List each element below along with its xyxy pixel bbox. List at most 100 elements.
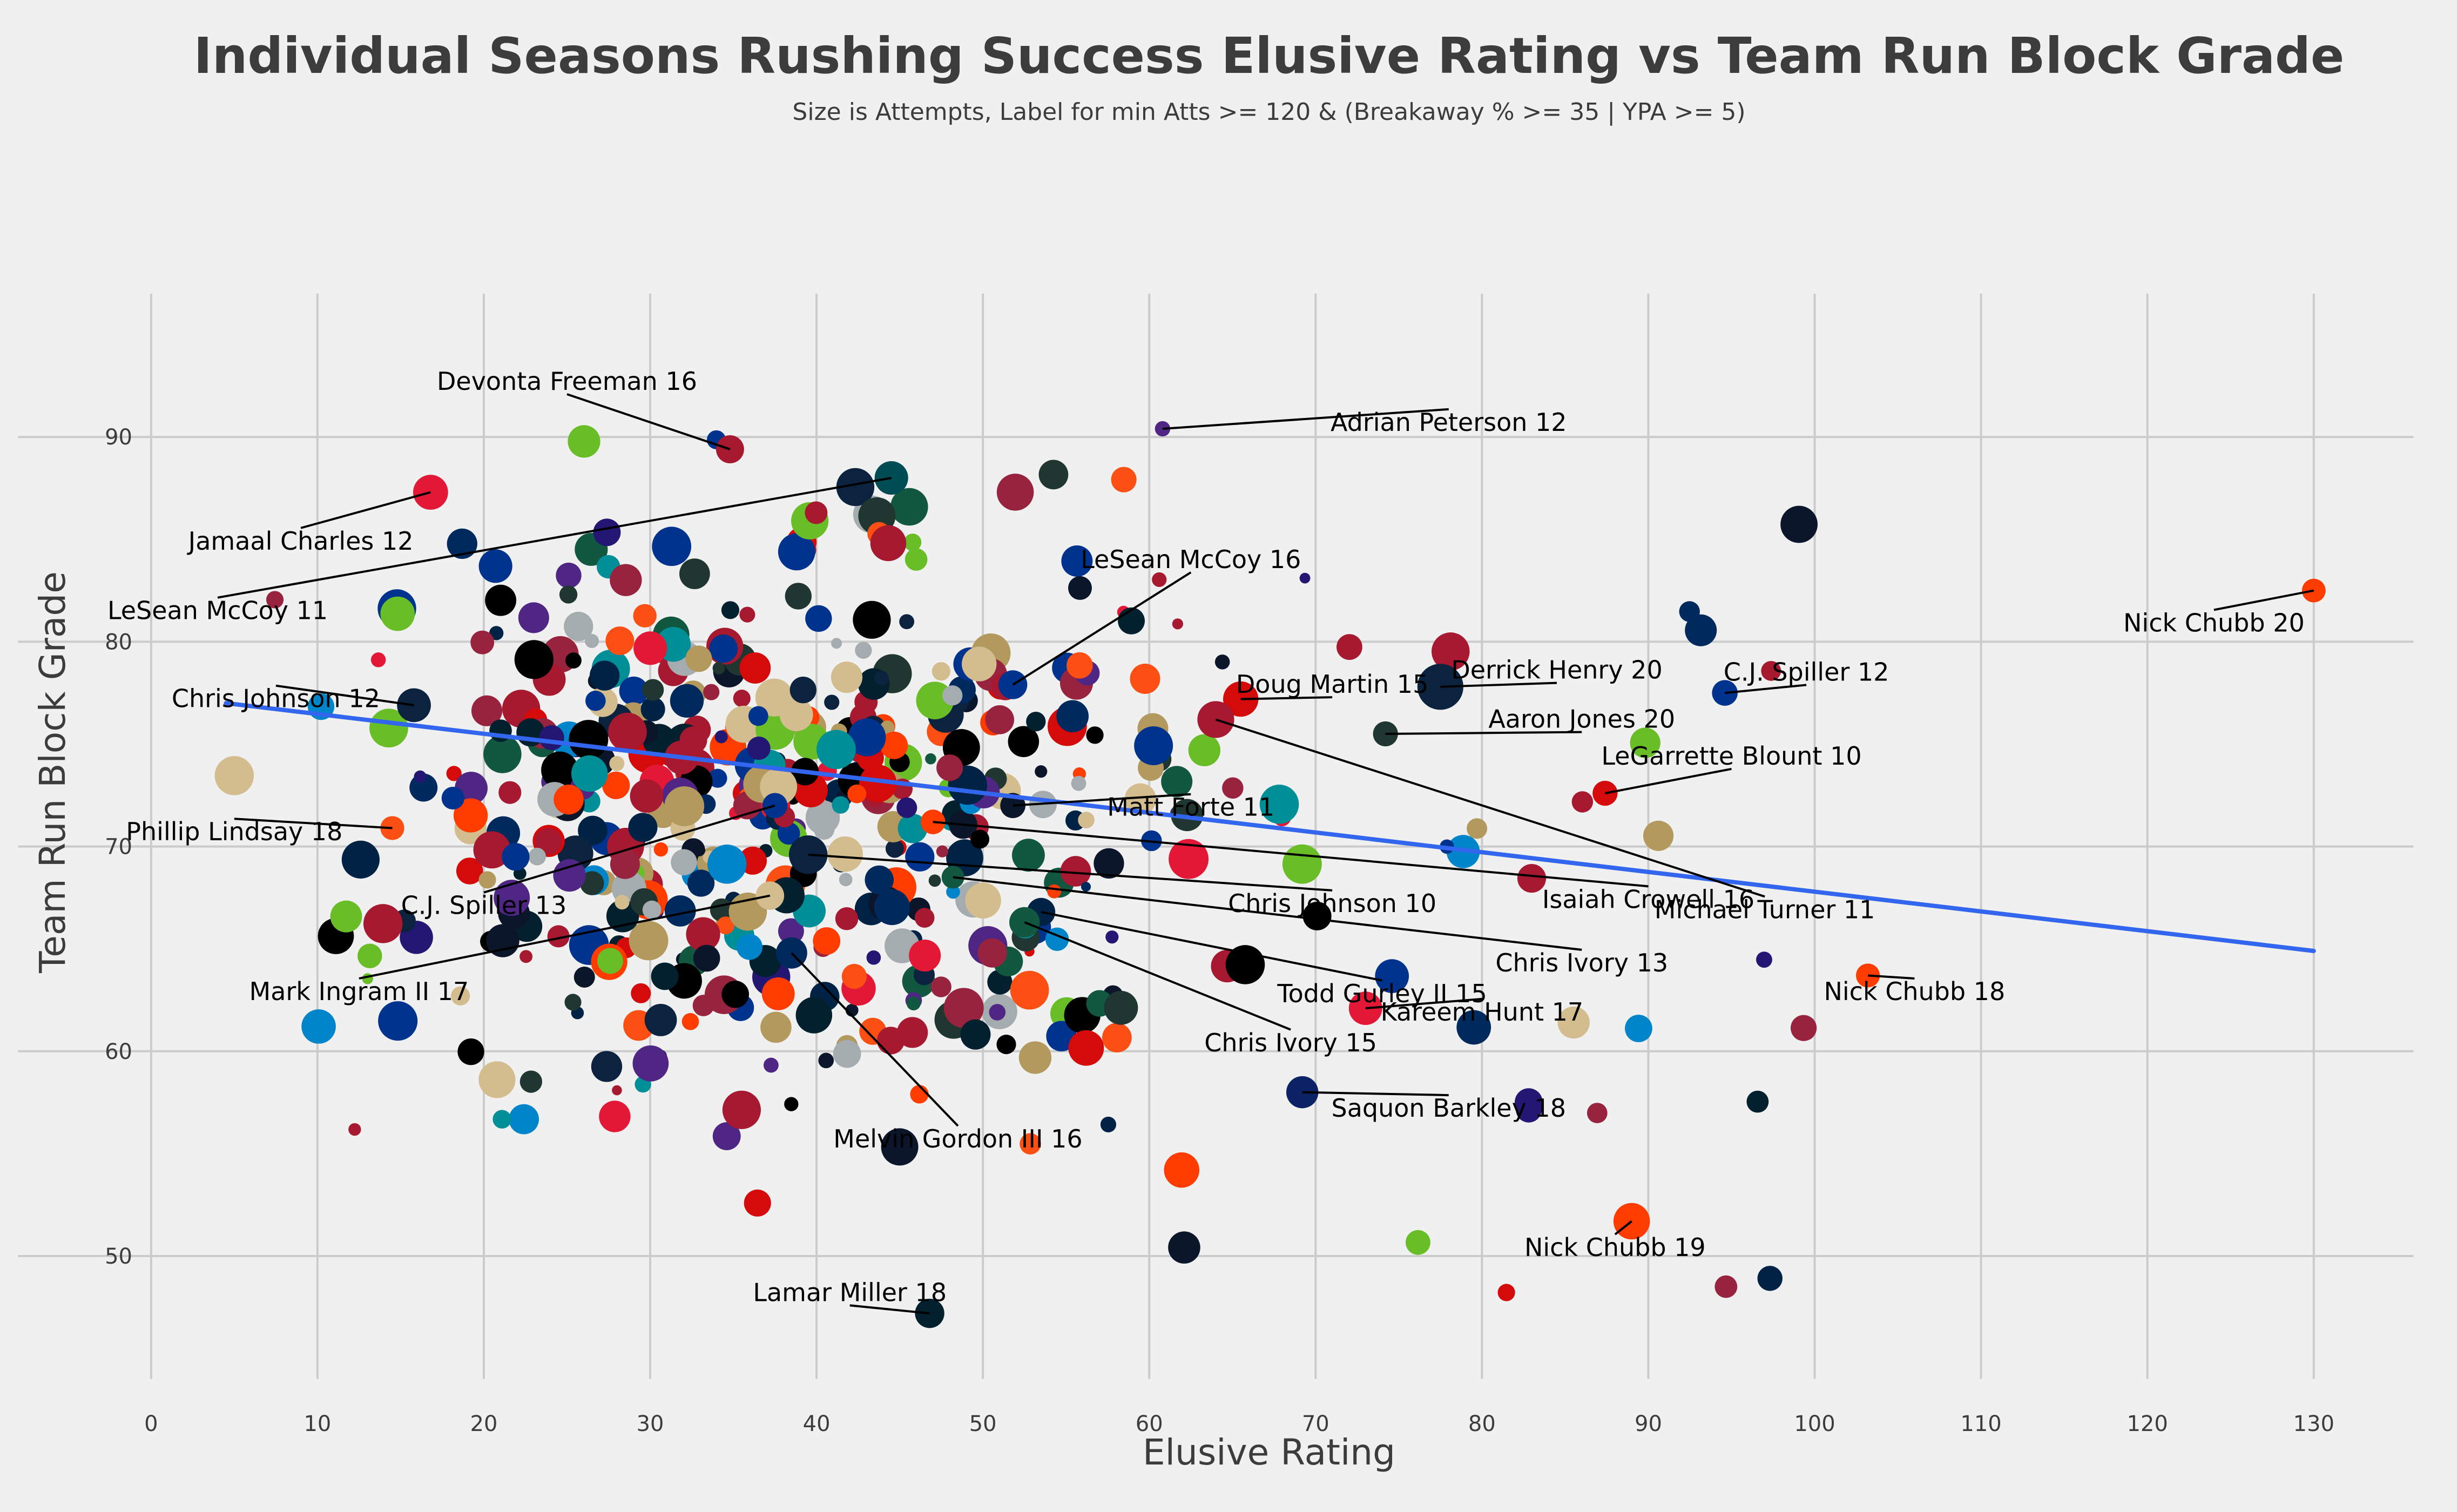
- scatter-point: [554, 784, 584, 815]
- scatter-point: [1497, 1284, 1515, 1301]
- x-tick-label: 20: [470, 1412, 498, 1436]
- scatter-point: [703, 684, 720, 700]
- scatter-point: [585, 634, 599, 649]
- scatter-point: [1282, 844, 1322, 884]
- scatter-point: [502, 843, 530, 871]
- scatter-point: [874, 889, 910, 926]
- point-annotation-label: Michael Turner 11: [1655, 895, 1875, 924]
- scatter-point: [712, 662, 725, 674]
- annotation-leader-line: [1012, 571, 1192, 686]
- scatter-point: [456, 858, 483, 885]
- scatter-point: [1010, 970, 1049, 1010]
- point-annotation-label: LeGarrette Blount 10: [1601, 741, 1861, 771]
- scatter-point: [685, 645, 712, 672]
- scatter-point: [996, 1034, 1016, 1055]
- annotation-leader-line: [1013, 793, 1191, 807]
- point-annotation-label: Nick Chubb 20: [2123, 608, 2305, 637]
- annotation-leader-line: [1041, 910, 1382, 982]
- scatter-point: [564, 994, 582, 1011]
- point-annotation-label: Melvin Gordon III 16: [833, 1124, 1082, 1153]
- scatter-point: [610, 849, 640, 879]
- point-annotation-label: Nick Chubb 19: [1524, 1233, 1706, 1262]
- scatter-point: [686, 917, 720, 951]
- x-tick-label: 100: [1794, 1412, 1835, 1436]
- scatter-point: [589, 660, 620, 691]
- scatter-point: [519, 950, 533, 963]
- annotation-leader-line: [300, 491, 431, 529]
- scatter-point: [1467, 818, 1488, 839]
- scatter-point: [679, 558, 710, 589]
- y-tick-label: 90: [105, 425, 132, 450]
- annotation-leader-line: [953, 876, 1582, 951]
- scatter-point: [1164, 1152, 1199, 1188]
- scatter-point: [905, 842, 935, 872]
- scatter-point: [470, 630, 495, 654]
- scatter-point: [1456, 1010, 1491, 1045]
- scatter-point: [679, 726, 707, 754]
- scatter-point: [744, 1189, 771, 1217]
- annotation-leader-line: [1215, 718, 1765, 898]
- point-annotation-label: Adrian Peterson 12: [1331, 408, 1567, 437]
- scatter-point: [357, 943, 382, 968]
- scatter-point: [597, 948, 623, 974]
- point-annotation-label: LeSean McCoy 16: [1081, 545, 1301, 574]
- scatter-point: [1643, 820, 1674, 851]
- scatter-point: [564, 611, 593, 642]
- scatter-point: [709, 634, 738, 663]
- annotation-leader-line: [483, 804, 775, 894]
- point-annotation-label: Lamar Miller 18: [753, 1278, 947, 1307]
- scatter-point: [789, 676, 816, 704]
- annotation-leader-lines: [217, 393, 2314, 1315]
- scatter-point: [1406, 1230, 1430, 1255]
- scatter-point: [721, 981, 750, 1008]
- scatter-point: [642, 679, 664, 701]
- scatter-point: [1756, 951, 1772, 968]
- scatter-point: [640, 697, 665, 721]
- scatter-point: [1587, 1103, 1608, 1123]
- scatter-point: [1011, 839, 1045, 872]
- scatter-point: [1118, 607, 1145, 634]
- labeled-scatter-point: [1592, 780, 1618, 806]
- scatter-point: [498, 781, 522, 804]
- point-annotation-label: Devonta Freeman 16: [437, 367, 697, 396]
- scatter-point: [380, 596, 415, 631]
- scatter-point: [565, 652, 582, 669]
- chart-title: Individual Seasons Rushing Success Elusi…: [194, 27, 2345, 85]
- scatter-point: [816, 730, 856, 770]
- scatter-point: [1134, 726, 1173, 766]
- scatter-point: [761, 977, 795, 1010]
- scatter-point: [1124, 783, 1157, 815]
- chart-subtitle: Size is Attempts, Label for min Atts >= …: [792, 98, 1745, 126]
- scatter-point: [1515, 1088, 1543, 1116]
- scatter-point: [1152, 572, 1167, 587]
- point-annotation-label: Derrick Henry 20: [1451, 656, 1662, 685]
- annotation-leader-line: [1240, 696, 1333, 700]
- scatter-point: [1100, 1116, 1117, 1132]
- scatter-point: [629, 921, 669, 961]
- scatter-point: [832, 796, 849, 814]
- scatter-point: [739, 652, 771, 684]
- scatter-point: [910, 1085, 929, 1104]
- annotation-leader-line: [1604, 767, 1732, 794]
- scatter-point: [569, 720, 609, 759]
- scatter-point: [777, 822, 800, 845]
- scatter-point: [1081, 882, 1091, 892]
- scatter-point: [1102, 1023, 1132, 1053]
- scatter-point: [960, 1019, 991, 1050]
- scatter-point: [330, 900, 362, 933]
- scatter-point: [928, 874, 941, 887]
- scatter-point: [943, 988, 984, 1028]
- scatter-point: [1780, 505, 1818, 543]
- scatter-point: [890, 488, 928, 526]
- scatter-point: [483, 735, 522, 773]
- annotation-leader-line: [2213, 589, 2314, 611]
- annotation-leader-line: [849, 1304, 930, 1315]
- scatter-point: [1222, 777, 1244, 799]
- scatter-point: [441, 786, 464, 810]
- scatter-point: [914, 908, 935, 928]
- scatter-point: [1056, 700, 1089, 733]
- scatter-point: [519, 1070, 543, 1093]
- point-annotation-label: Todd Gurley II 15: [1277, 979, 1487, 1008]
- scatter-point: [1169, 839, 1209, 879]
- scatter-point: [369, 708, 408, 748]
